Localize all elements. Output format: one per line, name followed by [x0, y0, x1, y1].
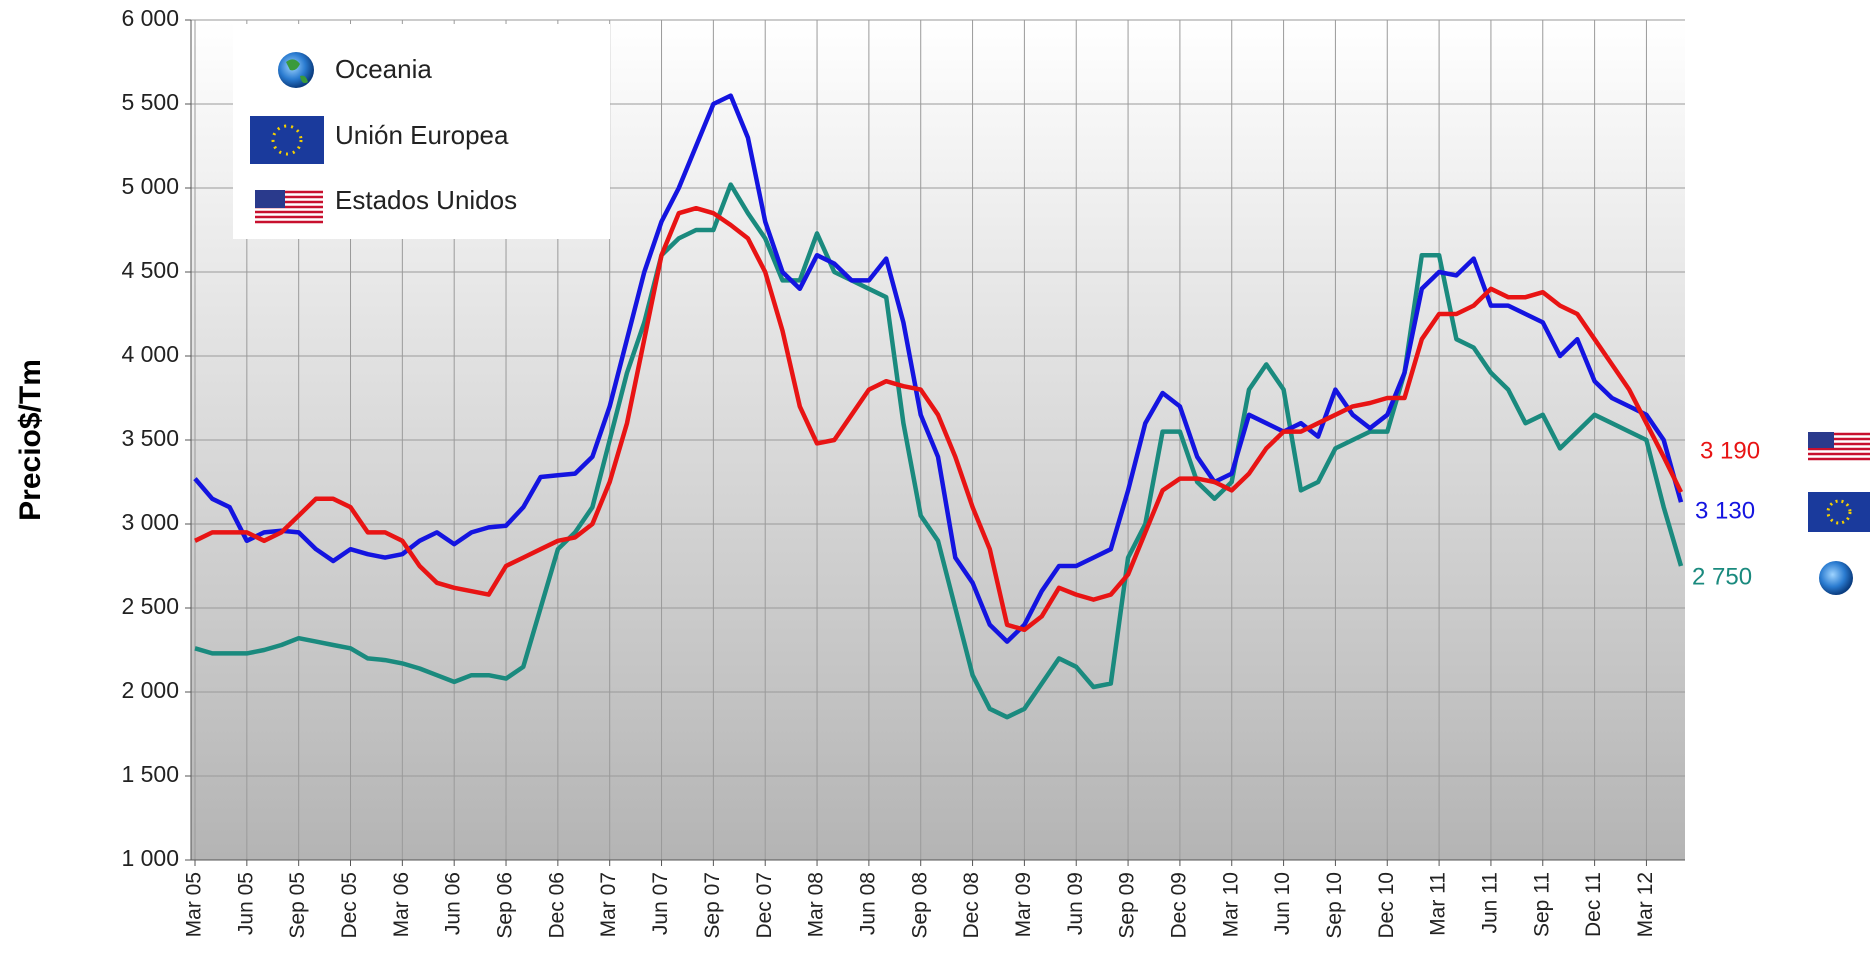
x-tick-label: Dec 10 — [1375, 872, 1398, 939]
globe-icon — [278, 52, 314, 88]
y-tick-label: 5 000 — [121, 173, 179, 199]
eu-flag — [1808, 492, 1870, 532]
x-tick-label: Dec 06 — [545, 872, 568, 939]
y-tick-label: 4 000 — [121, 341, 179, 367]
y-tick-label: 1 500 — [121, 761, 179, 787]
end-label: 3 190 — [1700, 437, 1760, 464]
x-tick-label: Dec 08 — [960, 872, 983, 939]
legend: Oceania Unión Europea Estados Unidos — [233, 24, 610, 239]
x-tick-label: Jun 05 — [234, 872, 257, 935]
x-tick-label: Dec 09 — [1167, 872, 1190, 939]
x-tick-label: Mar 07 — [597, 872, 620, 937]
x-tick-label: Jun 06 — [442, 872, 465, 935]
x-tick-label: Sep 06 — [494, 872, 517, 939]
x-tick-label: Jun 07 — [649, 872, 672, 935]
x-tick-label: Dec 11 — [1582, 872, 1605, 937]
end-icons — [1808, 432, 1870, 595]
x-tick-label: Mar 06 — [390, 872, 413, 937]
x-tick-label: Jun 11 — [1478, 872, 1501, 934]
x-tick-label: Sep 09 — [1116, 872, 1139, 939]
x-tick-label: Mar 05 — [183, 872, 206, 937]
x-tick-label: Sep 11 — [1530, 872, 1553, 937]
y-tick-label: 4 500 — [121, 257, 179, 283]
eu-stars — [271, 124, 303, 156]
y-axis-title: Precio$/Tm — [14, 359, 47, 521]
legend-label: Estados Unidos — [335, 185, 517, 215]
series-line — [194, 182, 1684, 720]
x-tick-label: Sep 10 — [1323, 872, 1346, 939]
legend-label: Oceania — [335, 54, 432, 84]
lines — [193, 93, 1684, 720]
labels: 1 000 1 500 2 000 2 500 3 000 3 500 4 000 4 500… — [121, 5, 1760, 938]
y-tick-label: 1 000 — [121, 845, 179, 871]
series-line — [193, 93, 1684, 644]
x-tick-label: Jun 08 — [856, 872, 879, 935]
x-tick-label: Jun 09 — [1064, 872, 1087, 935]
y-tick-label: 2 500 — [121, 593, 179, 619]
y-tick-label: 3 000 — [121, 509, 179, 535]
grid — [185, 19, 1685, 866]
y-tick-label: 3 500 — [121, 425, 179, 451]
x-tick-label: Sep 05 — [286, 872, 309, 939]
x-tick-label: Dec 05 — [338, 872, 361, 939]
x-tick-label: Sep 08 — [908, 872, 931, 939]
globe-icon — [1819, 561, 1853, 595]
x-tick-label: Dec 07 — [753, 872, 776, 939]
x-tick-label: Mar 10 — [1219, 872, 1242, 937]
y-tick-label: 6 000 — [121, 5, 179, 31]
x-tick-label: Mar 09 — [1012, 872, 1035, 937]
legend-label: Unión Europea — [335, 120, 509, 150]
us-flag — [1808, 432, 1870, 462]
x-tick-label: Mar 11 — [1427, 872, 1450, 936]
end-label: 2 750 — [1692, 563, 1752, 590]
eu-flag — [250, 116, 324, 164]
x-tick-label: Mar 12 — [1634, 872, 1657, 937]
x-tick-label: Jun 10 — [1271, 872, 1294, 935]
eu-stars — [1826, 499, 1852, 525]
globe-land — [286, 59, 308, 84]
us-flag — [255, 190, 323, 224]
y-tick-label: 2 000 — [121, 677, 179, 703]
series-line — [194, 205, 1684, 633]
end-label: 3 130 — [1695, 497, 1755, 524]
x-tick-label: Sep 07 — [701, 872, 724, 939]
x-tick-label: Mar 08 — [805, 872, 828, 937]
y-tick-label: 5 500 — [121, 89, 179, 115]
